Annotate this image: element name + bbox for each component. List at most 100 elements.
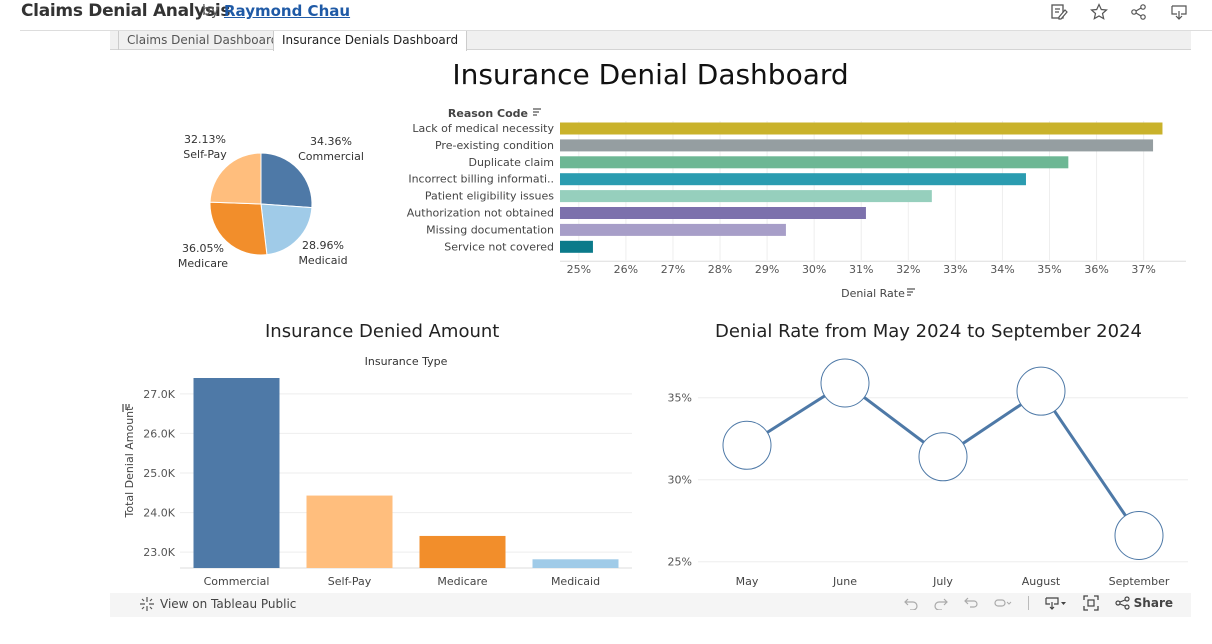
reason-label: Authorization not obtained (407, 207, 554, 220)
pie-category-label: Medicaid (298, 254, 347, 267)
line-y-tick: 25% (668, 556, 692, 569)
share-label: Share (1133, 596, 1173, 610)
vbar-y-label: Total Denial Amount (123, 406, 136, 519)
hbar-x-tick: 26% (614, 263, 638, 276)
share-button[interactable]: Share (1115, 596, 1173, 610)
vbar-y-tick: 23.0K (143, 546, 175, 559)
revert-icon[interactable] (963, 596, 978, 610)
share-icon[interactable] (1128, 2, 1150, 22)
insurance-type-header: Insurance Type (365, 355, 448, 368)
vbar-x-tick: Commercial (204, 575, 270, 588)
toolbar-separator (1027, 596, 1029, 610)
hbar-x-tick: 30% (802, 263, 826, 276)
sort-icon (122, 404, 130, 412)
header-divider (20, 30, 1212, 31)
reason-label: Lack of medical necessity (412, 122, 554, 135)
reason-bar (560, 139, 1154, 152)
denial-rate-point (918, 432, 968, 482)
vbar-y-tick: 25.0K (143, 467, 175, 480)
pie-slice-medicare (209, 201, 268, 256)
hbar-x-tick: 36% (1084, 263, 1108, 276)
toolbar-actions: Share (903, 595, 1173, 611)
amount-bar (193, 378, 280, 568)
reason-label: Service not covered (444, 240, 554, 253)
denial-rate-point (820, 358, 870, 408)
redo-icon[interactable] (934, 596, 948, 610)
pie-slice-medicaid (260, 203, 313, 256)
pie-category-label: Commercial (298, 150, 364, 163)
vbar-y-tick: 26.0K (143, 427, 175, 440)
reason-bar (560, 240, 593, 253)
top-actions (1048, 2, 1190, 22)
download-icon[interactable] (1168, 2, 1190, 22)
tab-insurance-denials-dashboard[interactable]: Insurance Denials Dashboard (273, 31, 468, 51)
fullscreen-icon[interactable] (1083, 595, 1099, 611)
reason-bar (560, 122, 1163, 135)
line-x-tick: May (736, 575, 759, 588)
amount-bar (419, 535, 506, 568)
share-icon (1115, 596, 1130, 610)
hbar-x-tick: 34% (990, 263, 1014, 276)
line-x-tick: September (1109, 575, 1170, 588)
vbar-x-tick: Medicaid (551, 575, 600, 588)
reason-bar (560, 223, 786, 236)
hbar-x-tick: 28% (708, 263, 732, 276)
denial-rate-point (1016, 366, 1066, 416)
reason-bar (560, 190, 932, 203)
denial-rate-title: Denial Rate from May 2024 to September 2… (715, 321, 1142, 342)
by-label: by (202, 3, 220, 19)
pie-percent-label: 28.96% (302, 239, 344, 252)
line-x-tick: August (1022, 575, 1061, 588)
line-x-tick: June (832, 575, 857, 588)
pie-percent-label: 36.05% (182, 242, 224, 255)
line-x-tick: July (932, 575, 953, 588)
pie-category-label: Medicare (178, 257, 228, 270)
pie-category-label: Self-Pay (183, 148, 227, 161)
viz-title: Claims Denial Analysis (21, 1, 231, 21)
line-y-tick: 30% (668, 474, 692, 487)
line-y-tick: 35% (668, 392, 692, 405)
reason-label: Patient eligibility issues (425, 190, 554, 203)
hbar-x-tick: 35% (1037, 263, 1061, 276)
hbar-x-tick: 37% (1131, 263, 1155, 276)
star-icon[interactable] (1088, 2, 1110, 22)
author-link[interactable]: Raymond Chau (224, 2, 351, 20)
hbar-x-tick: 33% (943, 263, 967, 276)
view-on-label: View on Tableau Public (160, 597, 297, 611)
hbar-x-label: Denial Rate (841, 287, 905, 300)
pie-percent-label: 34.36% (310, 135, 352, 148)
vbar-y-tick: 24.0K (143, 507, 175, 520)
pie-slice-commercial (260, 152, 313, 209)
denial-rate-point (1114, 510, 1164, 560)
vbar-x-tick: Medicare (437, 575, 487, 588)
download-menu-icon[interactable] (1045, 596, 1067, 610)
hbar-x-tick: 31% (849, 263, 873, 276)
pie-percent-label: 32.13% (184, 133, 226, 146)
view-on-tableau-public[interactable]: View on Tableau Public (140, 597, 296, 611)
amount-bar (306, 495, 393, 568)
reason-bar (560, 207, 866, 219)
vbar-y-tick: 27.0K (143, 388, 175, 401)
hbar-x-tick: 32% (896, 263, 920, 276)
hbar-x-tick: 27% (661, 263, 685, 276)
pie-slice-self-pay (209, 152, 262, 205)
reason-label: Duplicate claim (468, 156, 554, 169)
sort-icon (533, 108, 541, 116)
denied-amount-title: Insurance Denied Amount (265, 321, 500, 342)
tableau-logo-icon (140, 597, 154, 611)
hbar-x-tick: 25% (567, 263, 591, 276)
reason-bar (560, 156, 1069, 169)
vbar-x-tick: Self-Pay (328, 575, 372, 588)
undo-icon[interactable] (903, 596, 918, 610)
amount-bar (532, 559, 619, 568)
denial-rate-point (722, 420, 772, 470)
reason-label: Pre-existing condition (435, 139, 554, 152)
reason-label: Incorrect billing informati.. (408, 173, 554, 186)
edit-icon[interactable] (1048, 2, 1070, 22)
reason-label: Missing documentation (426, 223, 554, 236)
pause-updates-icon[interactable] (994, 596, 1012, 610)
reason-bar (560, 173, 1026, 186)
dashboard-title: Insurance Denial Dashboard (452, 58, 849, 91)
sort-icon (907, 288, 915, 296)
